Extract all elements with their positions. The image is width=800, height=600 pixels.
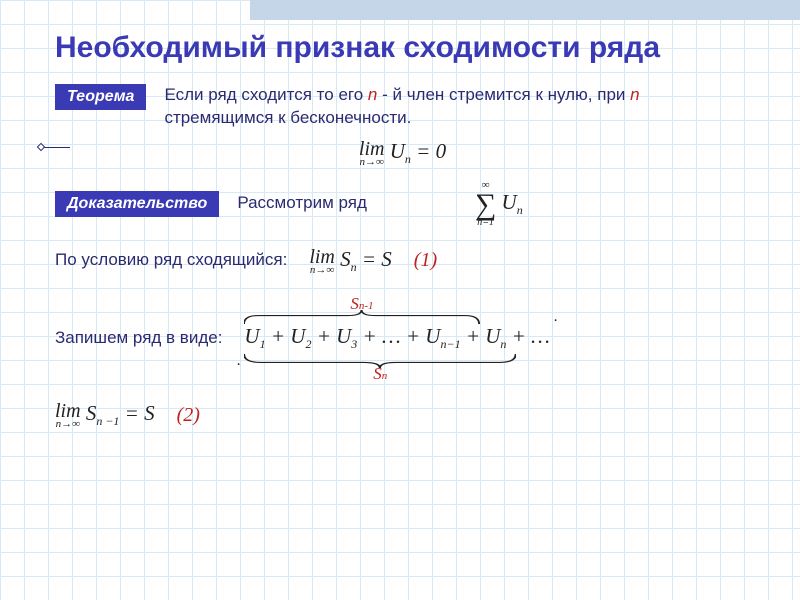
series-line: Запишем ряд в виде: Sn-1 U1 + U2 + U3 + …	[55, 324, 750, 352]
t: U	[425, 324, 440, 348]
label-sub: n	[382, 370, 388, 382]
last-formula-line: lim n→∞ Sn −1 = S (2)	[55, 400, 750, 430]
variable-n: n	[630, 85, 639, 104]
label-s: S	[373, 364, 382, 383]
text-segment: стремящимся к бесконечности.	[164, 108, 411, 127]
formula-lim-sn: lim n→∞ Sn = S	[309, 246, 391, 276]
series-expression: Sn-1 U1 + U2 + U3 + … + Un−1 + Un + … Sn…	[244, 324, 549, 352]
lim-sub: n→∞	[55, 419, 81, 430]
text-segment: - й член стремится к нулю, при	[377, 85, 630, 104]
equation-ref-1: (1)	[414, 249, 437, 272]
formula-sum: ∞ ∑ n=1 Un	[475, 180, 523, 228]
t: +	[461, 324, 486, 348]
lim-sub: n→∞	[359, 157, 385, 168]
sigma-block: ∞ ∑ n=1	[475, 180, 496, 228]
theorem-row: Теорема Если ряд сходится то его n - й ч…	[55, 84, 750, 130]
expr-u: U	[502, 190, 517, 214]
t: U	[290, 324, 305, 348]
t: U	[485, 324, 500, 348]
brace-top-icon	[244, 310, 479, 324]
expr-sub: n −1	[96, 414, 119, 428]
equation-ref-2: (2)	[177, 404, 200, 427]
page-title: Необходимый признак сходимости ряда	[55, 30, 750, 66]
expr-eq: = S	[357, 247, 392, 271]
formula-lim-sn1: lim n→∞ Sn −1 = S	[55, 400, 155, 430]
t: +	[266, 324, 291, 348]
write-text: Запишем ряд в виде:	[55, 327, 222, 350]
text-segment: Если ряд сходится то его	[164, 85, 367, 104]
t: +	[311, 324, 336, 348]
t: U	[336, 324, 351, 348]
expr-eq: = 0	[411, 139, 446, 163]
limit-block: lim n→∞	[309, 246, 335, 276]
sum-bot: n=1	[475, 218, 496, 228]
formula-lim-un: lim n→∞ Un = 0	[55, 138, 750, 168]
slide-content: Необходимый признак сходимости ряда Теор…	[0, 0, 800, 460]
condition-line: По условию ряд сходящийся: lim n→∞ Sn = …	[55, 246, 750, 276]
series-terms: U1 + U2 + U3 + … + Un−1 + Un + …	[244, 324, 549, 348]
consider-text: Рассмотрим ряд	[237, 192, 367, 215]
expr-s: S	[86, 401, 97, 425]
t: n−1	[440, 337, 460, 351]
expr-u: U	[390, 139, 405, 163]
variable-n: n	[368, 85, 377, 104]
dot-icon: .	[236, 352, 240, 370]
limit-block: lim n→∞	[55, 400, 81, 430]
proof-row: Доказательство Рассмотрим ряд ∞ ∑ n=1 Un	[55, 180, 750, 228]
expr-eq: = S	[119, 401, 154, 425]
dot-icon: .	[553, 308, 557, 326]
sigma-icon: ∑	[475, 188, 496, 221]
lim-sub: n→∞	[309, 265, 335, 276]
limit-block: lim n→∞	[359, 138, 385, 168]
theorem-badge: Теорема	[55, 84, 146, 110]
t: + … +	[357, 324, 425, 348]
theorem-text: Если ряд сходится то его n - й член стре…	[164, 84, 750, 130]
expr-sub: n	[517, 203, 523, 217]
t: + …	[506, 324, 549, 348]
t: U	[244, 324, 259, 348]
condition-text: По условию ряд сходящийся:	[55, 249, 287, 272]
brace-bottom-label: Sn	[244, 364, 516, 384]
proof-badge: Доказательство	[55, 191, 219, 217]
expr-s: S	[340, 247, 351, 271]
